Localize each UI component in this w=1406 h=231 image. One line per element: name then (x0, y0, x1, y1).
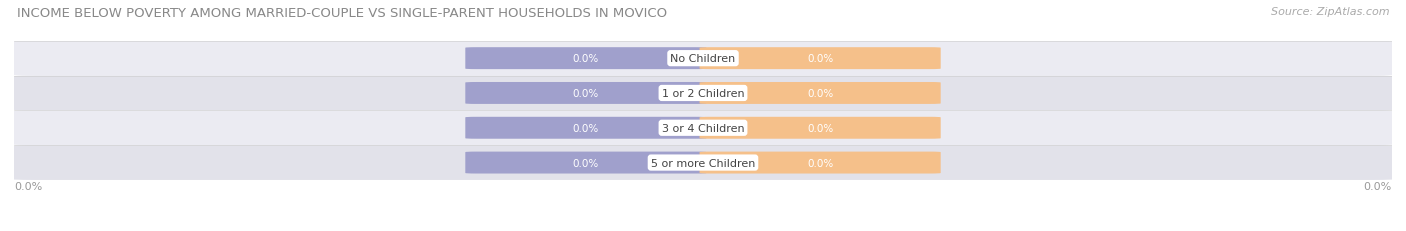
FancyBboxPatch shape (465, 117, 706, 139)
FancyBboxPatch shape (700, 83, 941, 104)
Text: Source: ZipAtlas.com: Source: ZipAtlas.com (1271, 7, 1389, 17)
FancyBboxPatch shape (465, 48, 706, 70)
FancyBboxPatch shape (7, 42, 1399, 76)
Text: 0.0%: 0.0% (572, 54, 599, 64)
Text: 0.0%: 0.0% (14, 182, 42, 191)
Text: 0.0%: 0.0% (807, 123, 834, 133)
FancyBboxPatch shape (7, 76, 1399, 111)
Text: 0.0%: 0.0% (1364, 182, 1392, 191)
FancyBboxPatch shape (465, 152, 706, 174)
FancyBboxPatch shape (700, 117, 941, 139)
Text: 0.0%: 0.0% (807, 88, 834, 99)
Text: 0.0%: 0.0% (572, 123, 599, 133)
Text: 0.0%: 0.0% (572, 158, 599, 168)
FancyBboxPatch shape (700, 48, 941, 70)
Text: 0.0%: 0.0% (572, 88, 599, 99)
FancyBboxPatch shape (7, 146, 1399, 180)
Text: 1 or 2 Children: 1 or 2 Children (662, 88, 744, 99)
FancyBboxPatch shape (700, 152, 941, 174)
FancyBboxPatch shape (465, 83, 706, 104)
Text: No Children: No Children (671, 54, 735, 64)
FancyBboxPatch shape (7, 111, 1399, 146)
Text: 0.0%: 0.0% (807, 54, 834, 64)
Text: 3 or 4 Children: 3 or 4 Children (662, 123, 744, 133)
Text: 0.0%: 0.0% (807, 158, 834, 168)
Text: INCOME BELOW POVERTY AMONG MARRIED-COUPLE VS SINGLE-PARENT HOUSEHOLDS IN MOVICO: INCOME BELOW POVERTY AMONG MARRIED-COUPL… (17, 7, 666, 20)
Text: 5 or more Children: 5 or more Children (651, 158, 755, 168)
